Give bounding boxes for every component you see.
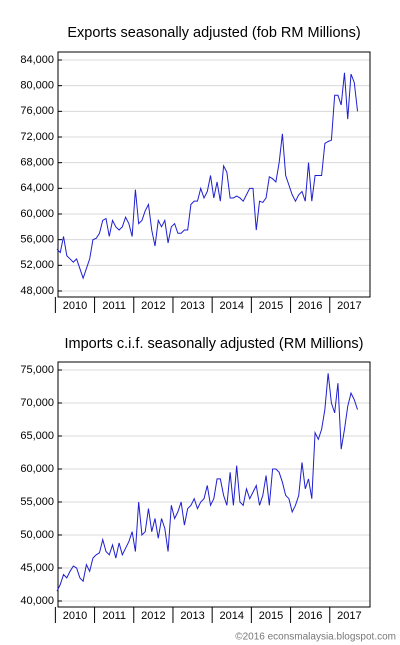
x-tick-label: 2013 — [180, 300, 204, 312]
y-tick-label: 65,000 — [20, 430, 54, 442]
x-tick-label: 2011 — [102, 300, 126, 312]
x-tick-label: 2017 — [337, 300, 361, 312]
x-tick-label: 2015 — [259, 610, 283, 622]
y-tick-label: 40,000 — [20, 595, 54, 607]
plot-frame — [57, 51, 371, 298]
y-tick-label: 48,000 — [20, 285, 54, 297]
x-tick-label: 2010 — [63, 300, 87, 312]
footer: ©2016 econsmalaysia.blogspot.com — [235, 632, 396, 643]
y-tick-label: 76,000 — [20, 105, 54, 117]
x-tick-label: 2014 — [220, 610, 244, 622]
y-tick-label: 64,000 — [20, 182, 54, 194]
y-tick-label: 56,000 — [20, 234, 54, 246]
y-tick-label: 80,000 — [20, 80, 54, 92]
chart-title: Imports c.i.f. seasonally adjusted (RM M… — [65, 336, 364, 352]
y-tick-label: 68,000 — [20, 157, 54, 169]
y-tick-label: 50,000 — [20, 529, 54, 541]
data-line — [56, 373, 359, 592]
x-tick-label: 2012 — [141, 610, 165, 622]
y-tick-label: 45,000 — [20, 562, 54, 574]
x-tick-label: 2017 — [337, 610, 361, 622]
x-tick-label: 2011 — [102, 610, 126, 622]
x-tick-label: 2016 — [298, 610, 322, 622]
y-tick-label: 60,000 — [20, 208, 54, 220]
x-tick-label: 2010 — [63, 610, 87, 622]
y-tick-label: 52,000 — [20, 259, 54, 271]
y-tick-label: 75,000 — [20, 364, 54, 376]
x-tick-label: 2015 — [259, 300, 283, 312]
plot-frame — [57, 361, 371, 608]
x-tick-label: 2013 — [180, 610, 204, 622]
chart-title: Exports seasonally adjusted (fob RM Mill… — [67, 25, 360, 41]
x-tick-label: 2012 — [141, 300, 165, 312]
y-tick-label: 60,000 — [20, 463, 54, 475]
y-tick-label: 84,000 — [20, 54, 54, 66]
x-tick-label: 2016 — [298, 300, 322, 312]
x-tick-label: 2014 — [220, 300, 244, 312]
y-tick-label: 55,000 — [20, 496, 54, 508]
y-tick-label: 70,000 — [20, 397, 54, 409]
y-tick-label: 72,000 — [20, 131, 54, 143]
data-line — [56, 72, 359, 280]
